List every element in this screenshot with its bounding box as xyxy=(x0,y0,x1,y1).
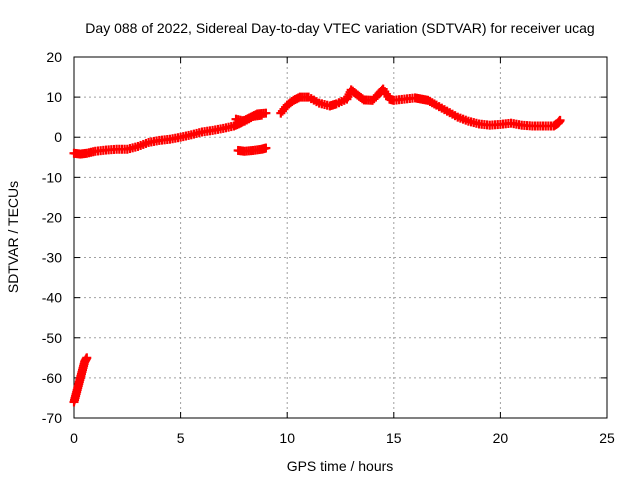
x-axis-label: GPS time / hours xyxy=(287,458,394,474)
data-point xyxy=(555,115,565,125)
y-tick-label: 10 xyxy=(46,89,62,105)
chart-title: Day 088 of 2022, Sidereal Day-to-day VTE… xyxy=(85,20,594,36)
y-tick-label: 20 xyxy=(46,49,62,65)
x-tick-label: 10 xyxy=(279,430,295,446)
x-tick-label: 5 xyxy=(177,430,185,446)
y-axis-label: SDTVAR / TECUs xyxy=(5,181,21,293)
y-tick-label: -10 xyxy=(42,169,62,185)
y-tick-label: -50 xyxy=(42,330,62,346)
data-series xyxy=(69,84,565,407)
data-point xyxy=(261,143,271,153)
x-tick-label: 0 xyxy=(70,430,78,446)
y-tick-label: -60 xyxy=(42,370,62,386)
y-tick-label: -70 xyxy=(42,410,62,426)
plot-frame xyxy=(73,56,608,419)
axis-ticks: 0 5 10 15 20 25 -70 -60 -50 -40 -30 -20 -10 0 10 20 xyxy=(42,49,615,446)
x-tick-label: 25 xyxy=(599,430,615,446)
x-tick-label: 20 xyxy=(493,430,509,446)
y-tick-label: -40 xyxy=(42,290,62,306)
y-tick-label: -20 xyxy=(42,209,62,225)
x-tick-label: 15 xyxy=(386,430,402,446)
data-point xyxy=(257,110,267,120)
data-point xyxy=(82,353,92,363)
y-tick-label: 0 xyxy=(54,129,62,145)
y-tick-label: -30 xyxy=(42,250,62,266)
